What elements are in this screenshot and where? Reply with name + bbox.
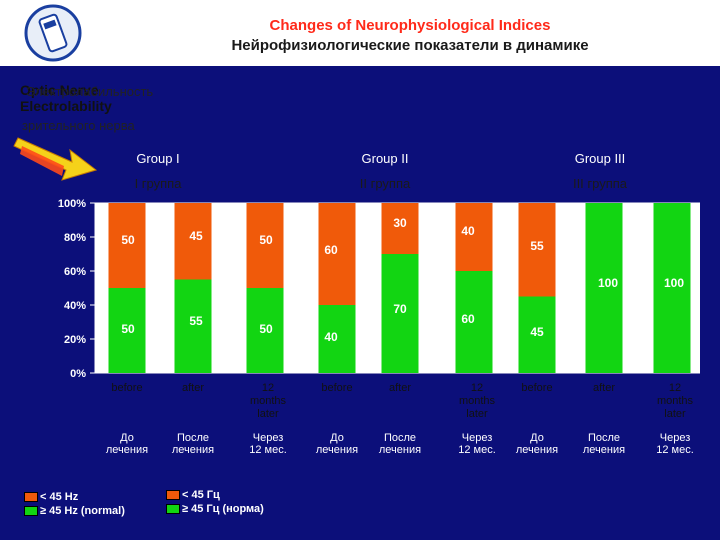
y-tick-label: 0% xyxy=(70,368,86,380)
data-label-low: 55 xyxy=(530,239,544,253)
x-category-label-en: before xyxy=(521,382,552,394)
y-tick-label: 80% xyxy=(64,232,86,244)
x-category-label-en: before xyxy=(111,382,142,394)
left-label-en-line2: Electrolability xyxy=(20,98,112,114)
group-label-en: Group III xyxy=(575,151,626,166)
data-label-normal: 50 xyxy=(121,322,135,336)
x-category-label-en: 12 months later xyxy=(657,382,694,420)
left-label-ru-line1: Электролабильность xyxy=(26,84,154,99)
left-label-en-line1: Optic Nerve xyxy=(20,82,99,98)
x-category-label-ru: После лечения xyxy=(583,432,625,456)
x-category-label-ru: Через 12 мес. xyxy=(458,432,496,456)
y-tick-label: 20% xyxy=(64,334,86,346)
data-label-low: 45 xyxy=(189,229,203,243)
bar-normal xyxy=(318,305,356,373)
x-category-label-ru: После лечения xyxy=(379,432,421,456)
x-category-label-en: before xyxy=(321,382,352,394)
bar-normal xyxy=(455,271,493,373)
bar-normal xyxy=(653,203,691,373)
bar-normal xyxy=(246,288,284,373)
data-label-low: 40 xyxy=(461,224,475,238)
data-label-low: 60 xyxy=(324,243,338,257)
legend-swatch-high xyxy=(24,506,38,516)
group-label-en: Group I xyxy=(136,151,179,166)
bar-low xyxy=(455,203,493,271)
bar-normal xyxy=(518,296,556,373)
legend-swatch-low xyxy=(24,492,38,502)
clinic-logo-icon xyxy=(24,4,82,62)
chart-title-russian: Нейрофизиологические показатели в динами… xyxy=(231,37,589,54)
legend-label-low-ru: < 45 Гц xyxy=(182,489,220,501)
bar-low xyxy=(318,203,356,305)
y-tick-label: 100% xyxy=(58,198,86,210)
x-category-label-ru: Через 12 мес. xyxy=(249,432,287,456)
left-label-ru-line2: зрительного нерва xyxy=(22,118,135,133)
x-category-label-ru: До лечения xyxy=(516,432,558,456)
data-label-normal: 100 xyxy=(598,276,618,290)
bar-normal xyxy=(381,254,419,373)
data-label-low: 50 xyxy=(121,233,135,247)
legend-label-high-ru: ≥ 45 Гц (норма) xyxy=(182,503,264,515)
data-label-normal: 55 xyxy=(189,314,203,328)
x-category-label-ru: До лечения xyxy=(106,432,148,456)
legend-swatch-low-ru xyxy=(166,490,180,500)
group-label-en: Group II xyxy=(362,151,409,166)
group-label-ru: I группа xyxy=(135,176,183,191)
x-category-label-en: after xyxy=(389,382,411,394)
group-label-ru: II группа xyxy=(360,176,411,191)
legend-label-high-en: ≥ 45 Hz (normal) xyxy=(40,505,125,517)
chart-title-english: Changes of Neurophysiological Indices xyxy=(269,17,551,34)
x-category-label-en: 12 months later xyxy=(459,382,496,420)
group-label-ru: III группа xyxy=(573,176,628,191)
pointer-arrow-icon xyxy=(13,137,98,181)
data-label-normal: 60 xyxy=(461,312,475,326)
data-label-low: 30 xyxy=(393,216,407,230)
data-label-normal: 100 xyxy=(664,276,684,290)
bar-low xyxy=(174,203,212,280)
bar-normal xyxy=(108,288,146,373)
x-category-label-en: after xyxy=(182,382,204,394)
x-category-label-ru: Через 12 мес. xyxy=(656,432,694,456)
data-label-low: 50 xyxy=(259,233,273,247)
bar-low xyxy=(518,203,556,297)
x-category-label-ru: После лечения xyxy=(172,432,214,456)
bar-low xyxy=(108,203,146,288)
bar-normal xyxy=(174,279,212,373)
legend-swatch-high-ru xyxy=(166,504,180,514)
data-label-normal: 45 xyxy=(530,325,544,339)
bar-low xyxy=(246,203,284,288)
legend-label-low-en: < 45 Hz xyxy=(40,491,79,503)
data-label-normal: 40 xyxy=(324,330,338,344)
bar-low xyxy=(381,203,419,254)
y-tick-label: 60% xyxy=(64,266,86,278)
x-category-label-en: after xyxy=(593,382,615,394)
title-banner: Changes of Neurophysiological Indices Не… xyxy=(0,0,720,66)
y-tick-label: 40% xyxy=(64,300,86,312)
data-label-normal: 70 xyxy=(393,302,407,316)
data-label-normal: 50 xyxy=(259,322,273,336)
x-category-label-ru: До лечения xyxy=(316,432,358,456)
x-category-label-en: 12 months later xyxy=(250,382,287,420)
bar-normal xyxy=(585,203,623,373)
